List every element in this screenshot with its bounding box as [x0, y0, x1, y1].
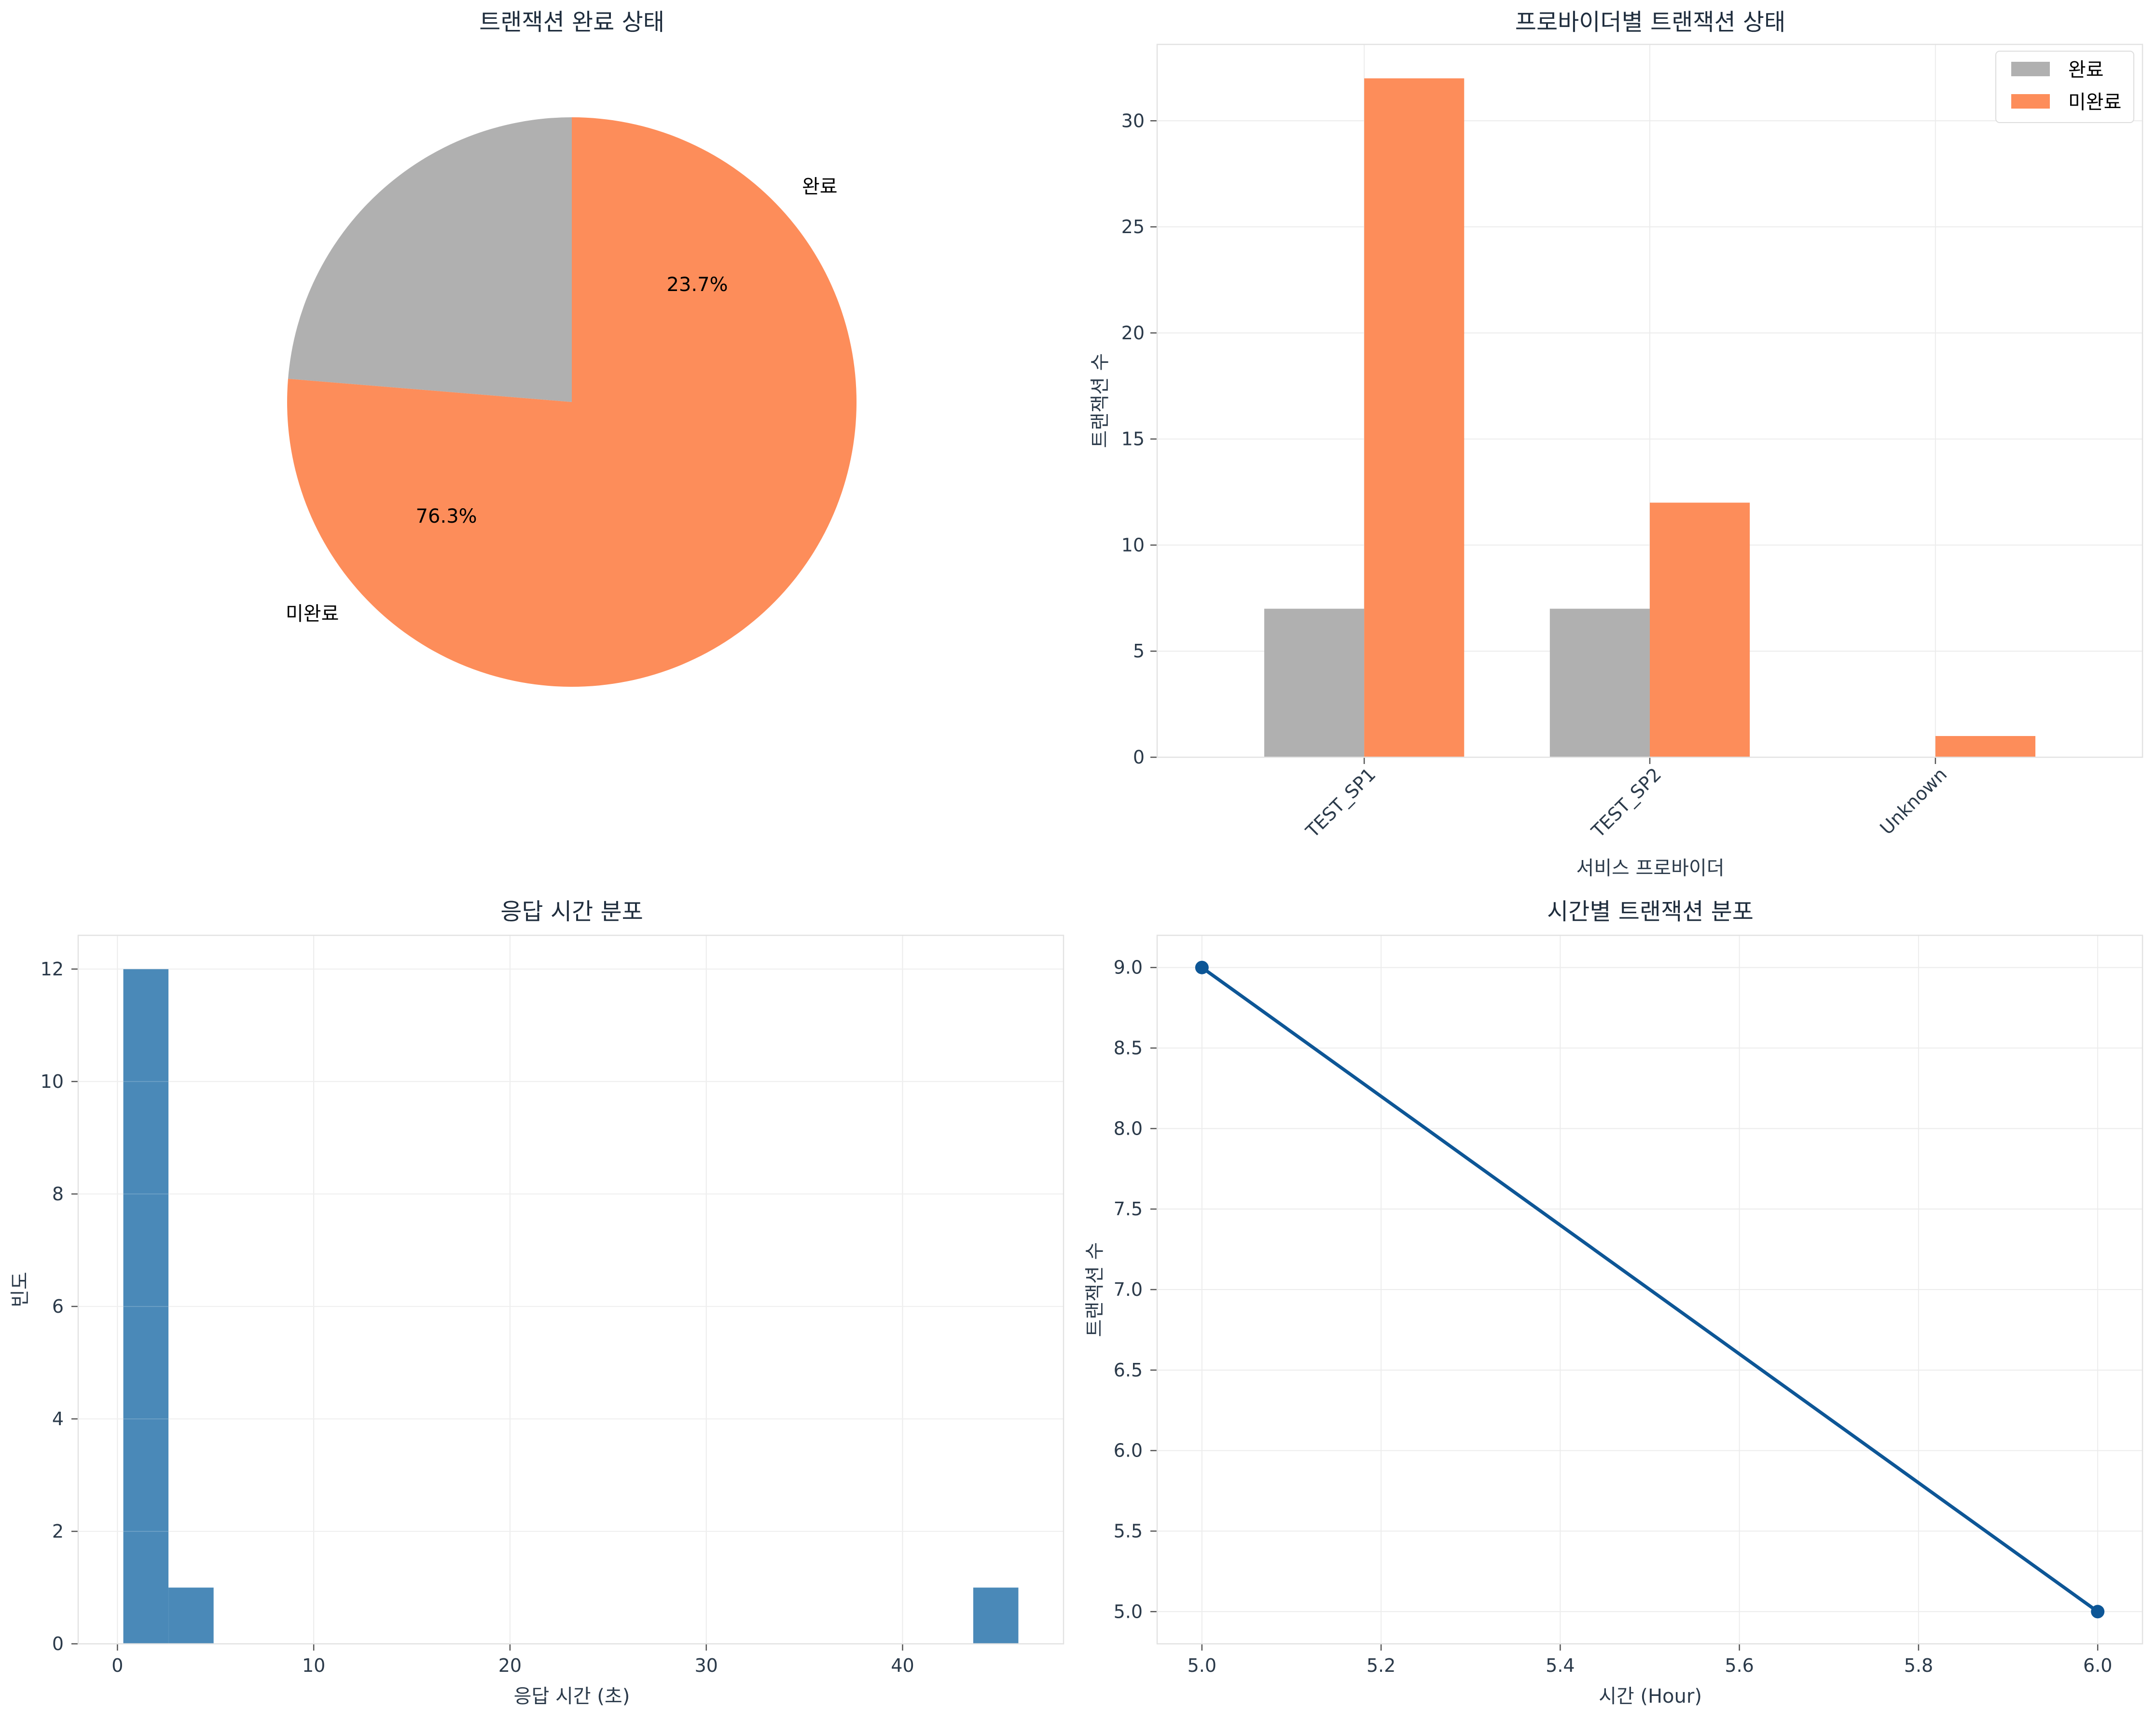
- bar-plot-frame: [1156, 43, 2143, 758]
- histogram-y-axis-label: 빈도: [9, 1272, 31, 1307]
- line-x-tick-label: 5.8: [1904, 1655, 1933, 1676]
- histogram-x-tick-label: 10: [302, 1655, 325, 1676]
- bar-incomplete-test_sp1: [1364, 78, 1465, 757]
- histogram-title: 응답 시간 분포: [500, 898, 643, 925]
- bar-complete-test_sp2: [1549, 609, 1650, 757]
- bar-incomplete-test_sp2: [1650, 502, 1750, 757]
- bar-chart-panel: 프로바이더별 트랜잭션 상태 0 5 10 15 20 25 30 TEST_SP1 TEST_…: [1089, 9, 2143, 879]
- line-y-tick-label: 5.5: [1114, 1520, 1143, 1541]
- bar-y-tick-label: 30: [1121, 110, 1145, 131]
- line-y-tick-label: 9.0: [1114, 957, 1143, 978]
- histogram-y-tick-label: 6: [52, 1296, 64, 1317]
- legend-label-complete: 완료: [2068, 59, 2104, 81]
- bar-incomplete-unknown: [1935, 736, 2036, 757]
- line-y-tick-label: 6.5: [1114, 1360, 1143, 1381]
- bar-y-tick-label: 15: [1121, 429, 1145, 450]
- histogram-bar: [168, 1587, 214, 1644]
- histogram-x-tick-label: 30: [694, 1655, 718, 1676]
- pie-label-complete: 완료: [802, 176, 838, 198]
- legend-label-incomplete: 미완료: [2068, 91, 2121, 113]
- pie-chart-title: 트랜잭션 완료 상태: [479, 9, 664, 36]
- histogram-bar: [973, 1587, 1019, 1644]
- line-x-tick-label: 5.4: [1546, 1655, 1575, 1676]
- bar-y-tick-label: 5: [1133, 640, 1145, 662]
- histogram-x-tick-label: 0: [111, 1655, 123, 1676]
- bar-legend: 완료 미완료: [1995, 51, 2134, 123]
- line-x-tick-label: 6.0: [2083, 1655, 2112, 1676]
- histogram-x-tick-label: 40: [891, 1655, 914, 1676]
- pie-slice-incomplete: [287, 117, 857, 687]
- bar-y-tick-label: 0: [1133, 747, 1145, 768]
- bar-y-tick-label: 10: [1121, 534, 1145, 555]
- legend-swatch-incomplete: [2011, 94, 2050, 109]
- line-y-tick-label: 5.0: [1114, 1601, 1143, 1622]
- line-point: [1195, 960, 1209, 974]
- line-y-tick-label: 7.5: [1114, 1198, 1143, 1220]
- bar-y-axis-label: 트랜잭션 수: [1089, 353, 1111, 448]
- pie-pct-complete: 23.7%: [666, 274, 728, 296]
- line-chart-panel: 시간별 트랜잭션 분포 5.0 5.5 6.0 6.5 7.0 7.5 8.0 8.5 9.0 5…: [1084, 898, 2143, 1708]
- histogram-y-tick-label: 4: [52, 1408, 64, 1430]
- line-y-tick-label: 6.0: [1114, 1440, 1143, 1461]
- line-x-tick-label: 5.0: [1188, 1655, 1216, 1676]
- bar-y-tick-label: 20: [1121, 322, 1145, 344]
- line-chart-title: 시간별 트랜잭션 분포: [1547, 898, 1754, 925]
- histogram-panel: 응답 시간 분포 0 2 4 6 8 10 12 0 10 20 30 40 응답 시간 (초) 빈도: [9, 898, 1064, 1708]
- pie-pct-incomplete: 76.3%: [415, 505, 477, 528]
- legend-swatch-complete: [2011, 62, 2050, 76]
- bar-y-tick-label: 25: [1121, 216, 1145, 237]
- histogram-y-tick-label: 2: [52, 1521, 64, 1542]
- histogram-y-tick-label: 0: [52, 1633, 64, 1654]
- line-y-axis-label: 트랜잭션 수: [1084, 1242, 1106, 1337]
- bar-chart-title: 프로바이더별 트랜잭션 상태: [1515, 9, 1785, 36]
- bar-x-axis-label: 서비스 프로바이더: [1576, 857, 1724, 879]
- bar-x-tick-label: Unknown: [1876, 764, 1951, 839]
- line-x-tick-label: 5.6: [1725, 1655, 1754, 1676]
- line-point: [2091, 1605, 2105, 1619]
- line-y-tick-label: 8.0: [1114, 1118, 1143, 1139]
- line-plot-frame: [1156, 934, 2143, 1645]
- line-y-tick-label: 7.0: [1114, 1279, 1143, 1300]
- bar-x-tick-label: TEST_SP2: [1587, 764, 1665, 842]
- line-series: [1201, 966, 2099, 1613]
- histogram-y-tick-label: 12: [41, 958, 64, 980]
- histogram-plot-frame: [77, 934, 1064, 1645]
- bar-x-tick-label: TEST_SP1: [1301, 764, 1380, 842]
- pie-slice-complete: [288, 117, 572, 402]
- pie-chart-panel: 트랜잭션 완료 상태 완료 미완료 23.7% 76.3%: [286, 9, 857, 687]
- histogram-x-axis-label: 응답 시간 (초): [514, 1685, 630, 1708]
- pie-label-incomplete: 미완료: [286, 603, 339, 625]
- line-x-tick-label: 5.2: [1367, 1655, 1396, 1676]
- line-x-axis-label: 시간 (Hour): [1599, 1685, 1702, 1708]
- line-y-tick-label: 8.5: [1114, 1038, 1143, 1059]
- bar-complete-test_sp1: [1264, 609, 1365, 757]
- histogram-y-tick-label: 8: [52, 1183, 64, 1205]
- histogram-y-tick-label: 10: [41, 1071, 64, 1092]
- histogram-bar: [123, 969, 169, 1644]
- histogram-x-tick-label: 20: [498, 1655, 522, 1676]
